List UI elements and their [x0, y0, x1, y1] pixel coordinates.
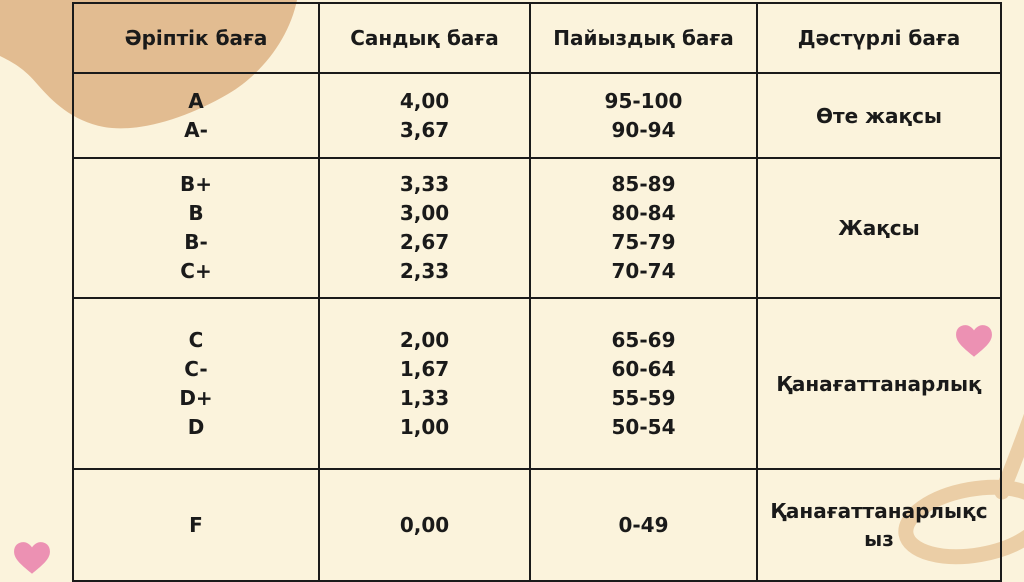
- percent-grade-cell: 85-89 80-84 75-79 70-74: [529, 157, 758, 299]
- numeric-grade-cell: 2,00 1,67 1,33 1,00: [318, 297, 531, 470]
- traditional-grade-cell: Өте жақсы: [756, 72, 1002, 159]
- letter-grade-cell: A A-: [72, 72, 320, 159]
- letter-grade-cell: C C- D+ D: [72, 297, 320, 470]
- traditional-grade-cell: Жақсы: [756, 157, 1002, 299]
- header-numeric-grade: Сандық баға: [318, 2, 531, 74]
- heart-icon: [14, 542, 50, 574]
- numeric-grade-cell: 4,00 3,67: [318, 72, 531, 159]
- table-row: A A- 4,00 3,67 95-100 90-94 Өте жақсы: [72, 72, 1002, 159]
- doodle-flick: [994, 413, 1024, 500]
- grade-table: Әріптік баға Сандық баға Пайыздық баға Д…: [72, 2, 1002, 582]
- table-row: B+ B B- C+ 3,33 3,00 2,67 2,33 85-89 80-…: [72, 157, 1002, 299]
- percent-grade-cell: 95-100 90-94: [529, 72, 758, 159]
- letter-grade-cell: B+ B B- C+: [72, 157, 320, 299]
- header-letter-grade: Әріптік баға: [72, 2, 320, 74]
- numeric-grade-cell: 0,00: [318, 468, 531, 582]
- heart-shape: [14, 542, 50, 574]
- percent-grade-cell: 0-49: [529, 468, 758, 582]
- traditional-grade-cell: Қанағаттанарлықсыз: [756, 468, 1002, 582]
- traditional-grade-cell: Қанағаттанарлық: [756, 297, 1002, 470]
- letter-grade-cell: F: [72, 468, 320, 582]
- header-percent-grade: Пайыздық баға: [529, 2, 758, 74]
- numeric-grade-cell: 3,33 3,00 2,67 2,33: [318, 157, 531, 299]
- percent-grade-cell: 65-69 60-64 55-59 50-54: [529, 297, 758, 470]
- table-header-row: Әріптік баға Сандық баға Пайыздық баға Д…: [72, 2, 1002, 74]
- table-row: C C- D+ D 2,00 1,67 1,33 1,00 65-69 60-6…: [72, 297, 1002, 470]
- header-traditional-grade: Дәстүрлі баға: [756, 2, 1002, 74]
- table-row: F 0,00 0-49 Қанағаттанарлықсыз: [72, 468, 1002, 582]
